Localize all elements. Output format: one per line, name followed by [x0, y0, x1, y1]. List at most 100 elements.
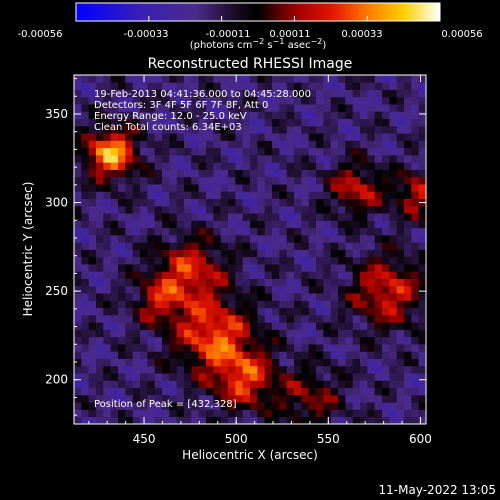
x-tick-label: 500 [225, 432, 248, 446]
heatmap-cell [162, 300, 170, 309]
heatmap-cell [235, 205, 244, 214]
heatmap-cell [103, 75, 112, 83]
heatmap-cell [279, 409, 288, 418]
heatmap-cell [272, 271, 280, 279]
heatmap-cell [323, 256, 332, 265]
heatmap-cell [286, 169, 295, 178]
heatmap-cell [191, 234, 200, 243]
heatmap-cell [396, 220, 405, 229]
heatmap-cell [74, 169, 82, 178]
heatmap-cell [279, 154, 288, 163]
heatmap-cell [396, 344, 405, 352]
heatmap-cell [110, 344, 119, 352]
heatmap-cell [118, 169, 126, 178]
heatmap-cell [272, 416, 280, 425]
heatmap-cell [118, 118, 126, 127]
heatmap-cell [330, 278, 339, 287]
heatmap-cell [140, 220, 148, 229]
heatmap-cell [345, 213, 354, 221]
heatmap-cell [330, 220, 339, 229]
heatmap-cell [235, 387, 244, 396]
heatmap-cell [147, 380, 156, 389]
heatmap-cell [250, 285, 258, 294]
heatmap-cell [411, 176, 420, 185]
heatmap-cell [374, 133, 383, 141]
heatmap-cell [382, 184, 390, 192]
heatmap-cell [411, 198, 420, 207]
heatmap-cell [294, 300, 302, 309]
heatmap-cell [345, 140, 354, 149]
heatmap-cell [286, 140, 295, 149]
heatmap-cell [404, 82, 412, 90]
heatmap-cell [132, 169, 141, 178]
heatmap-cell [250, 249, 258, 258]
heatmap-cell [191, 111, 200, 120]
heatmap-cell [96, 242, 104, 250]
heatmap-cell [367, 198, 376, 207]
heatmap-cell [279, 256, 288, 265]
heatmap-cell [242, 416, 251, 425]
heatmap-cell [81, 147, 90, 156]
heatmap-cell [264, 184, 273, 192]
heatmap-cell [404, 314, 412, 323]
heatmap-cell [250, 96, 258, 105]
heatmap-cell [96, 380, 104, 389]
heatmap-cell [389, 205, 398, 214]
x-axis-label: Heliocentric X (arcsec) [182, 448, 318, 462]
heatmap-cell [147, 162, 156, 170]
heatmap-cell [103, 358, 112, 367]
heatmap-cell [404, 402, 412, 410]
heatmap-cell [96, 336, 104, 345]
colorbar-ticks: -0.00056 -0.00033 -0.00011 0.00011 0.00033 0.… [18, 16, 483, 40]
heatmap-cell [74, 104, 82, 112]
heatmap-cell [154, 329, 163, 338]
heatmap-cell [257, 125, 266, 134]
heatmap-cell [191, 198, 200, 207]
heatmap-cell [242, 329, 251, 338]
heatmap-cell [418, 147, 427, 156]
heatmap-cell [411, 154, 420, 163]
heatmap-cell [118, 307, 126, 316]
heatmap-cell [374, 329, 383, 338]
heatmap-cell [162, 205, 170, 214]
heatmap-cell [301, 205, 310, 214]
heatmap-cell [294, 380, 302, 389]
heatmap-cell [162, 307, 170, 316]
heatmap-cell [184, 387, 192, 396]
heatmap-cell [103, 111, 112, 120]
heatmap-cell [404, 307, 412, 316]
heatmap-cell [279, 307, 288, 316]
heatmap-cell [411, 96, 420, 105]
heatmap-cell [140, 176, 148, 185]
heatmap-cell [74, 293, 82, 301]
heatmap-cell [228, 314, 236, 323]
heatmap-cell [206, 96, 214, 105]
heatmap-cell [418, 344, 427, 352]
heatmap-cell [374, 314, 383, 323]
heatmap-cell [220, 213, 229, 221]
heatmap-cell [330, 147, 339, 156]
heatmap-cell [382, 409, 390, 418]
heatmap-cell [206, 416, 214, 425]
heatmap-cell [198, 293, 207, 301]
heatmap-cell [198, 154, 207, 163]
heatmap-cell [169, 394, 178, 403]
heatmap-cell [301, 329, 310, 338]
heatmap-cell [294, 242, 302, 250]
heatmap-cell [308, 329, 317, 338]
heatmap-cell [110, 198, 119, 207]
heatmap-cell [169, 351, 178, 359]
heatmap-cell [301, 293, 310, 301]
heatmap-cell [147, 307, 156, 316]
heatmap-cell [330, 373, 339, 381]
y-tick-label: 300 [45, 196, 68, 210]
heatmap-cell [213, 264, 222, 272]
heatmap-cell [308, 249, 317, 258]
heatmap-cell [338, 336, 346, 345]
heatmap-cell [74, 213, 82, 221]
heatmap-cell [308, 351, 317, 359]
heatmap-cell [154, 169, 163, 178]
heatmap-cell [228, 256, 236, 265]
heatmap-cell [382, 285, 390, 294]
heatmap-cell [389, 104, 398, 112]
